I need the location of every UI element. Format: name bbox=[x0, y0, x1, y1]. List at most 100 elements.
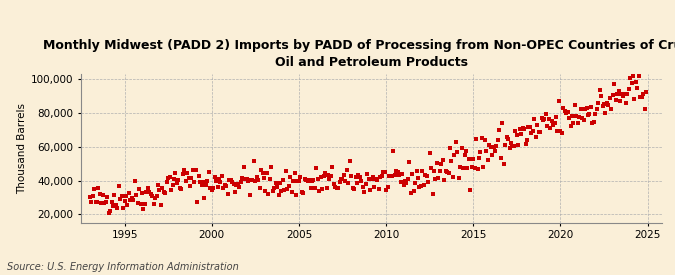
Point bbox=[188, 167, 198, 172]
Point bbox=[487, 153, 497, 157]
Point bbox=[99, 200, 109, 205]
Point bbox=[174, 186, 185, 190]
Point bbox=[513, 143, 524, 147]
Point bbox=[257, 171, 268, 175]
Point bbox=[375, 175, 385, 180]
Point bbox=[600, 111, 611, 116]
Point bbox=[122, 203, 133, 207]
Point bbox=[215, 180, 226, 185]
Point bbox=[445, 146, 456, 150]
Point bbox=[183, 176, 194, 180]
Point bbox=[135, 202, 146, 206]
Point bbox=[176, 186, 186, 191]
Point bbox=[241, 176, 252, 181]
Point bbox=[474, 156, 485, 161]
Point bbox=[346, 174, 356, 178]
Point bbox=[343, 181, 354, 185]
Point bbox=[148, 202, 159, 207]
Point bbox=[134, 186, 144, 191]
Point bbox=[561, 110, 572, 115]
Point bbox=[109, 193, 119, 198]
Point bbox=[84, 195, 95, 199]
Point bbox=[266, 165, 277, 169]
Point bbox=[284, 183, 294, 188]
Point bbox=[454, 175, 464, 180]
Point bbox=[606, 107, 617, 111]
Point bbox=[211, 179, 221, 183]
Point bbox=[260, 189, 271, 193]
Point bbox=[546, 119, 557, 124]
Point bbox=[212, 185, 223, 189]
Point bbox=[527, 129, 538, 133]
Point bbox=[385, 174, 396, 178]
Point bbox=[417, 169, 428, 174]
Point bbox=[267, 189, 278, 193]
Point bbox=[234, 185, 245, 189]
Point bbox=[558, 106, 569, 111]
Point bbox=[363, 177, 374, 181]
Point bbox=[603, 103, 614, 107]
Point bbox=[407, 172, 418, 176]
Point bbox=[620, 100, 631, 105]
Point bbox=[131, 193, 142, 197]
Point bbox=[275, 181, 286, 185]
Point bbox=[629, 97, 640, 101]
Point bbox=[450, 140, 461, 144]
Point bbox=[178, 171, 188, 176]
Point bbox=[526, 131, 537, 135]
Point bbox=[97, 193, 108, 197]
Point bbox=[304, 178, 315, 182]
Point bbox=[507, 143, 518, 148]
Point bbox=[323, 172, 333, 177]
Point bbox=[333, 186, 344, 190]
Point bbox=[371, 177, 381, 181]
Point bbox=[246, 178, 256, 183]
Point bbox=[105, 209, 115, 214]
Point bbox=[391, 169, 402, 173]
Point bbox=[236, 180, 246, 185]
Point bbox=[475, 150, 486, 154]
Point bbox=[289, 171, 300, 175]
Point bbox=[638, 92, 649, 96]
Point bbox=[610, 98, 621, 102]
Point bbox=[637, 95, 647, 99]
Point bbox=[203, 170, 214, 175]
Point bbox=[616, 92, 627, 97]
Point bbox=[225, 178, 236, 182]
Point bbox=[541, 112, 551, 116]
Point bbox=[641, 90, 651, 94]
Point bbox=[522, 138, 533, 142]
Point bbox=[520, 141, 531, 146]
Point bbox=[576, 116, 587, 120]
Title: Monthly Midwest (PADD 2) Imports by PADD of Processing from Non-OPEC Countries o: Monthly Midwest (PADD 2) Imports by PADD… bbox=[43, 39, 675, 69]
Point bbox=[523, 124, 534, 129]
Point bbox=[420, 172, 431, 177]
Point bbox=[429, 169, 439, 173]
Point bbox=[146, 193, 157, 198]
Point bbox=[273, 193, 284, 197]
Point bbox=[619, 92, 630, 97]
Point bbox=[295, 175, 306, 179]
Point bbox=[433, 176, 443, 181]
Point bbox=[418, 183, 429, 187]
Point bbox=[136, 191, 147, 195]
Point bbox=[555, 129, 566, 134]
Point bbox=[464, 156, 475, 161]
Point bbox=[318, 174, 329, 178]
Point bbox=[86, 199, 97, 204]
Point bbox=[342, 168, 352, 172]
Point bbox=[545, 126, 556, 131]
Point bbox=[190, 167, 201, 172]
Point bbox=[93, 186, 104, 190]
Point bbox=[469, 166, 480, 170]
Point bbox=[485, 145, 496, 150]
Point bbox=[150, 196, 161, 200]
Point bbox=[609, 82, 620, 86]
Point bbox=[280, 169, 291, 174]
Point bbox=[170, 170, 181, 175]
Point bbox=[207, 188, 217, 192]
Point bbox=[383, 174, 394, 178]
Point bbox=[364, 188, 375, 192]
Point bbox=[217, 174, 227, 178]
Point bbox=[200, 183, 211, 187]
